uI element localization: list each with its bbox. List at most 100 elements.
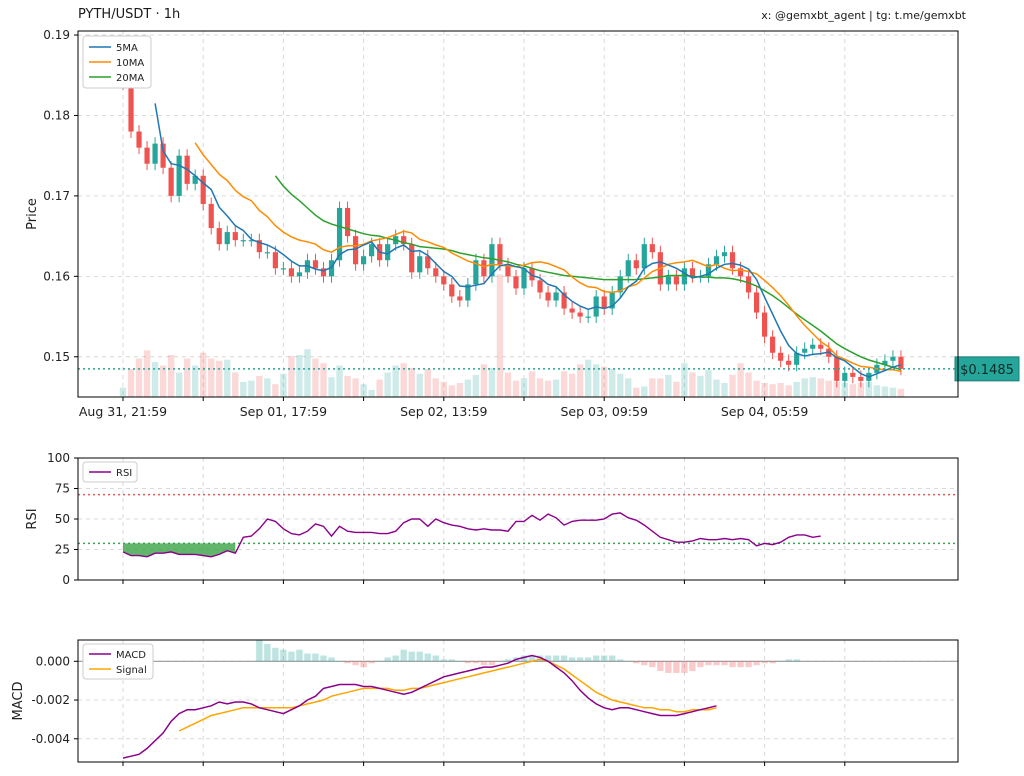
volume-bar [793, 381, 800, 397]
volume-bar [488, 367, 496, 397]
volume-bar [568, 373, 576, 397]
price-legend-label-1: 10MA [116, 58, 144, 69]
macd-legend-box [82, 643, 154, 680]
volume-bar [560, 371, 568, 397]
volume-bar [777, 383, 784, 397]
volume-bar [681, 363, 688, 397]
volume-bar [873, 385, 881, 397]
macd-legend-label-0: MACD [116, 650, 146, 661]
volume-bar [424, 369, 431, 397]
volume-bar [833, 381, 840, 397]
volume-bar [135, 358, 143, 397]
volume-bar [400, 363, 407, 397]
macd-histogram-bar [504, 659, 512, 662]
volume-bar [865, 381, 873, 397]
macd-histogram-bar [592, 655, 600, 662]
volume-bar [801, 378, 808, 397]
volume-bar [705, 370, 712, 397]
macd-histogram-bar [440, 659, 447, 662]
price-legend-label-0: 5MA [116, 43, 138, 54]
volume-bar [344, 376, 351, 397]
candle-body [136, 131, 142, 148]
macd-histogram-bar [560, 655, 568, 662]
candle-body [336, 207, 343, 261]
candle-body [545, 292, 551, 301]
volume-bar [392, 365, 399, 397]
volume-bar [127, 369, 135, 397]
macd-histogram-bar [336, 661, 343, 662]
macd-histogram-bar [713, 661, 720, 666]
candle-body [569, 308, 575, 313]
volume-bar [320, 363, 327, 397]
candle-body [320, 268, 327, 277]
volume-bar [625, 378, 632, 397]
volume-bar [825, 380, 832, 397]
macd-histogram-bar [745, 661, 752, 668]
candle-body [721, 252, 728, 257]
candle-body [505, 264, 511, 277]
volume-bar [312, 358, 319, 397]
volume-bar [633, 387, 640, 397]
price-ytick-label-1: 0.16 [43, 269, 70, 283]
macd-histogram-bar [472, 661, 480, 664]
volume-bar [360, 384, 367, 397]
macd-histogram-bar [737, 661, 744, 668]
macd-ytick-label-2: 0.000 [36, 654, 70, 668]
volume-bar [480, 364, 488, 397]
macd-histogram-bar [697, 661, 704, 668]
candle-body [248, 240, 254, 242]
credit-text: x: @gemxbt_agent | tg: t.me/gemxbt [761, 9, 966, 22]
ma5-line [154, 103, 902, 378]
volume-bar [769, 384, 776, 397]
volume-bar [689, 372, 696, 397]
macd-histogram-bar [625, 661, 632, 662]
volume-bar [472, 374, 480, 397]
volume-bar [183, 358, 191, 397]
macd-histogram-bar [392, 655, 399, 662]
volume-bar [552, 379, 560, 397]
macd-histogram-bar [344, 661, 351, 664]
macd-histogram-bar [264, 643, 271, 662]
macd-histogram-bar [673, 661, 680, 673]
volume-bar [729, 374, 736, 397]
macd-panel-frame [77, 639, 959, 763]
volume-bar [857, 383, 865, 397]
candle-body [240, 240, 246, 242]
candle-body [208, 203, 214, 229]
macd-histogram-bar [609, 655, 616, 662]
macd-histogram-bar [496, 661, 504, 662]
macd-histogram-bar [376, 661, 383, 662]
candle-body [489, 244, 495, 277]
volume-bar [512, 380, 520, 397]
macd-line [122, 654, 717, 759]
volume-bar [232, 372, 239, 397]
macd-histogram-bar [448, 659, 456, 662]
macd-histogram-bar [480, 661, 488, 666]
candle-body [296, 272, 303, 277]
volume-bar [216, 360, 223, 397]
volume-bar [584, 359, 592, 397]
candle-body [344, 207, 351, 237]
rsi-ytick-label-4: 100 [47, 451, 70, 465]
volume-bar [440, 381, 447, 397]
candle-body [609, 292, 615, 309]
candle-body [794, 352, 800, 365]
volume-bar [336, 365, 343, 397]
rsi-axis-label: RSI [25, 508, 40, 529]
candle-body [802, 348, 808, 353]
volume-bar [328, 377, 335, 397]
volume-bar [697, 376, 704, 397]
price-xtick-label-3: Sep 03, 09:59 [560, 404, 647, 419]
candle-body [224, 232, 230, 245]
macd-histogram-bar [272, 647, 279, 662]
candle-body [232, 232, 238, 241]
candle-body [176, 155, 182, 196]
macd-ytick-label-0: -0.004 [31, 732, 70, 746]
rsi-line [122, 512, 821, 558]
candle-body [858, 376, 864, 381]
macd-axis-label: MACD [11, 682, 26, 721]
volume-bar [737, 363, 744, 397]
macd-histogram-bar [488, 661, 496, 666]
candle-body [601, 296, 607, 309]
macd-histogram-bar [520, 655, 528, 662]
